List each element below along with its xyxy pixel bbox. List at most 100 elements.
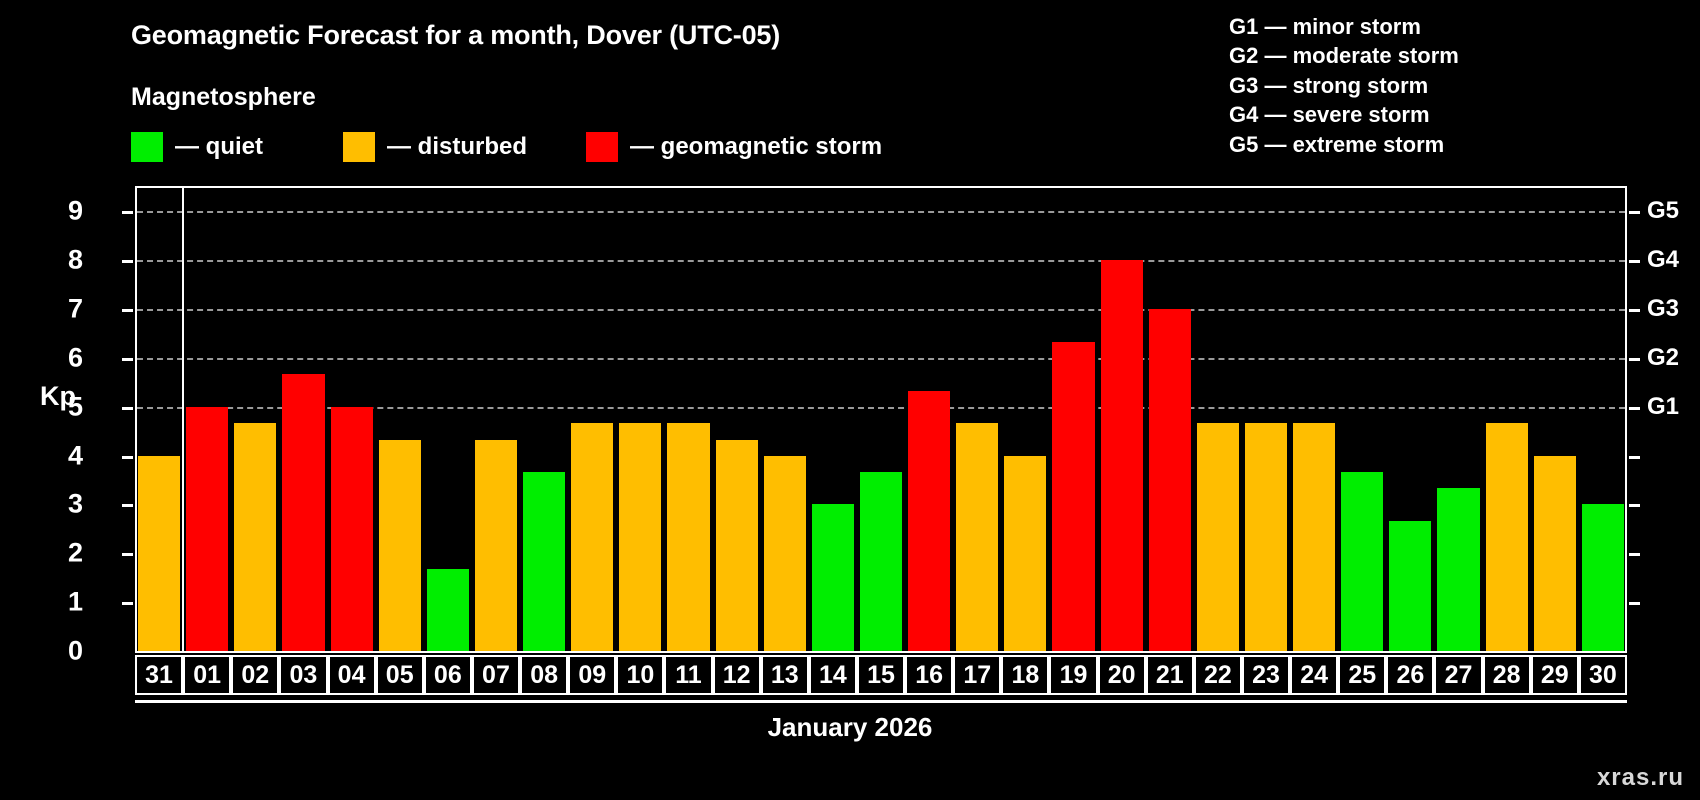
bar-day-10[interactable] — [619, 422, 662, 651]
bar-day-21[interactable] — [1148, 309, 1191, 651]
g-axis-label-G4: G4 — [1647, 246, 1680, 274]
day-label-09[interactable]: 09 — [568, 655, 617, 695]
bar-day-01[interactable] — [186, 406, 229, 651]
bar-day-09[interactable] — [571, 422, 614, 651]
axis-baseline — [135, 700, 1627, 703]
bar-day-29[interactable] — [1533, 455, 1576, 651]
bar-day-22[interactable] — [1196, 422, 1239, 651]
day-label-23[interactable]: 23 — [1241, 655, 1291, 695]
y-tick-right-7 — [1629, 309, 1640, 313]
day-label-29[interactable]: 29 — [1530, 655, 1579, 695]
day-label-16[interactable]: 16 — [905, 655, 954, 695]
bar-day-05[interactable] — [378, 439, 421, 651]
day-label-27[interactable]: 27 — [1434, 655, 1483, 695]
bar-day-17[interactable] — [956, 422, 999, 651]
y-tick-right-2 — [1629, 553, 1640, 557]
bar-day-07[interactable] — [474, 439, 518, 651]
day-label-15[interactable]: 15 — [856, 655, 906, 695]
bar-day-23[interactable] — [1244, 422, 1288, 651]
bar-day-06[interactable] — [426, 569, 469, 651]
day-label-14[interactable]: 14 — [808, 655, 857, 695]
g-axis-label-G3: G3 — [1647, 295, 1680, 323]
disturbed-swatch — [343, 132, 375, 162]
day-label-18[interactable]: 18 — [1001, 655, 1050, 695]
day-label-13[interactable]: 13 — [760, 655, 809, 695]
y-tick-9 — [122, 211, 133, 215]
bar-day-11[interactable] — [667, 422, 710, 651]
y-tick-4 — [122, 455, 133, 459]
quiet-swatch — [131, 132, 163, 162]
y-tick-right-8 — [1629, 260, 1640, 264]
gridline-kp-7 — [137, 309, 1625, 312]
day-label-28[interactable]: 28 — [1482, 655, 1531, 695]
bar-day-28[interactable] — [1485, 422, 1528, 651]
y-tick-right-1 — [1629, 602, 1640, 606]
day-label-04[interactable]: 04 — [327, 655, 376, 695]
x-axis-label: January 2026 — [767, 712, 933, 742]
bar-day-03[interactable] — [282, 374, 325, 651]
day-label-20[interactable]: 20 — [1097, 655, 1146, 695]
day-label-26[interactable]: 26 — [1386, 655, 1435, 695]
day-label-30[interactable]: 30 — [1578, 655, 1627, 695]
bar-day-02[interactable] — [234, 422, 277, 651]
legend-item-2: — geomagnetic storm — [586, 132, 882, 162]
watermark: xras.ru — [1596, 764, 1684, 791]
day-label-05[interactable]: 05 — [375, 655, 424, 695]
gridline-kp-9 — [137, 211, 1625, 214]
day-label-17[interactable]: 17 — [953, 655, 1002, 695]
bar-day-12[interactable] — [715, 439, 758, 651]
day-label-11[interactable]: 11 — [664, 655, 713, 695]
bar-day-27[interactable] — [1437, 488, 1480, 651]
gridline-kp-5 — [137, 406, 1625, 409]
bar-day-20[interactable] — [1100, 260, 1143, 651]
bar-day-13[interactable] — [763, 455, 806, 651]
bar-day-16[interactable] — [908, 390, 951, 651]
day-label-01[interactable]: 01 — [183, 655, 232, 695]
legend-label-2: — geomagnetic storm — [630, 133, 883, 160]
legend-item-0: — quiet — [131, 132, 263, 162]
y-tick-1 — [122, 602, 133, 606]
day-label-31[interactable]: 31 — [135, 655, 184, 695]
y-tick-label-2: 2 — [67, 537, 83, 568]
g-scale-line-2: G2 — moderate storm — [1229, 43, 1459, 69]
day-label-02[interactable]: 02 — [231, 655, 280, 695]
gridline-kp-8 — [137, 260, 1625, 263]
bar-day-26[interactable] — [1389, 520, 1432, 651]
page-title: Geomagnetic Forecast for a month, Dover … — [131, 20, 781, 50]
bar-day-30[interactable] — [1581, 504, 1624, 651]
day-label-03[interactable]: 03 — [279, 655, 328, 695]
bar-day-31[interactable] — [138, 455, 181, 651]
day-label-19[interactable]: 19 — [1049, 655, 1098, 695]
day-label-21[interactable]: 21 — [1145, 655, 1194, 695]
bar-day-15[interactable] — [859, 471, 903, 651]
day-label-22[interactable]: 22 — [1193, 655, 1242, 695]
g-axis-label-G1: G1 — [1647, 392, 1680, 420]
day-label-08[interactable]: 08 — [520, 655, 569, 695]
y-tick-5 — [122, 406, 133, 410]
day-label-10[interactable]: 10 — [616, 655, 665, 695]
y-tick-label-3: 3 — [67, 488, 83, 519]
bar-day-25[interactable] — [1341, 471, 1384, 651]
bar-day-19[interactable] — [1052, 341, 1095, 651]
y-tick-label-9: 9 — [67, 195, 83, 226]
bar-day-18[interactable] — [1004, 455, 1047, 651]
bar-day-14[interactable] — [811, 504, 854, 651]
y-tick-label-0: 0 — [67, 635, 83, 666]
g-scale-legend: G1 — minor storm G2 — moderate storm G3 — … — [1229, 12, 1459, 159]
y-tick-6 — [122, 357, 133, 361]
day-label-25[interactable]: 25 — [1338, 655, 1387, 695]
day-label-07[interactable]: 07 — [471, 655, 521, 695]
day-label-12[interactable]: 12 — [712, 655, 761, 695]
month-separator-line — [182, 186, 185, 653]
y-tick-8 — [122, 260, 133, 264]
bar-day-24[interactable] — [1293, 422, 1336, 651]
day-label-24[interactable]: 24 — [1290, 655, 1339, 695]
y-tick-7 — [122, 309, 133, 313]
g-axis-label-G2: G2 — [1647, 343, 1680, 371]
y-tick-label-5: 5 — [67, 391, 83, 422]
bar-day-04[interactable] — [330, 406, 373, 651]
bar-day-08[interactable] — [523, 471, 566, 651]
legend-label-0: — quiet — [175, 133, 263, 160]
day-label-06[interactable]: 06 — [423, 655, 472, 695]
